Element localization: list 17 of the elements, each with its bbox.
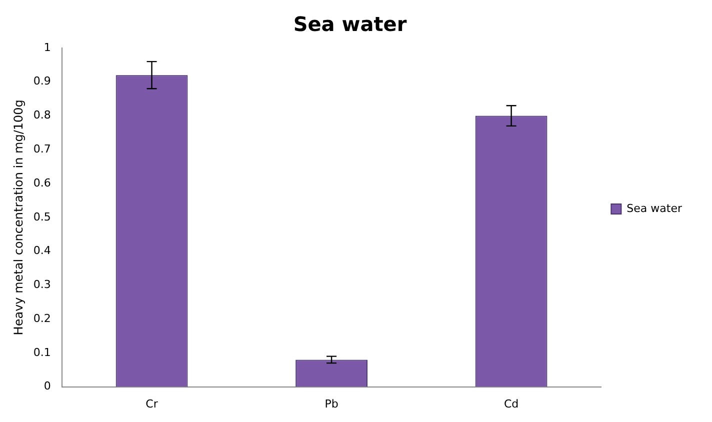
x-tick-label: Cd <box>504 397 519 410</box>
y-tick-label: 0.4 <box>33 244 51 258</box>
x-tick-label: Cr <box>146 397 158 410</box>
y-tick-label: 0.7 <box>33 142 51 156</box>
y-tick-label: 0.6 <box>33 176 51 190</box>
y-tick-label: 0.9 <box>33 74 51 88</box>
x-tick-label: Pb <box>324 397 338 410</box>
y-tick-label: 1 <box>44 40 51 54</box>
y-tick-label: 0.5 <box>33 210 51 224</box>
y-tick-label: 0 <box>44 380 51 393</box>
legend-label: Sea water <box>626 202 682 215</box>
y-tick-label: 0.1 <box>33 346 51 359</box>
chart-title: Sea water <box>293 12 407 36</box>
y-tick-label: 0.3 <box>33 278 51 292</box>
y-tick-label: 0.2 <box>33 312 51 325</box>
y-axis-title: Heavy metal concentration in mg/100g <box>11 100 26 336</box>
y-tick-label: 0.8 <box>33 108 51 122</box>
